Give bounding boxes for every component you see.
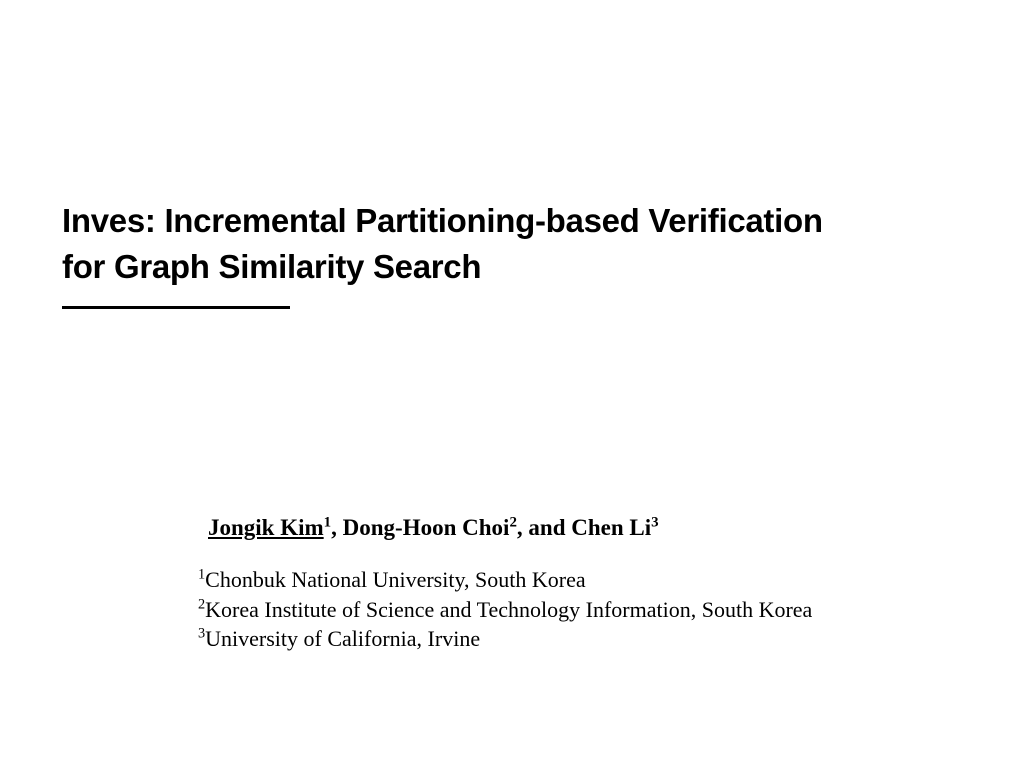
author-affil-sup: 2 [509,514,516,530]
title-line-1: Inves: Incremental Partitioning-based Ve… [62,202,823,239]
authors-line: Jongik Kim1, Dong-Hoon Choi2, and Chen L… [208,513,968,543]
title-line-2: for Graph Similarity Search [62,248,481,285]
authors-block: Jongik Kim1, Dong-Hoon Choi2, and Chen L… [208,513,968,543]
title-underline [62,306,290,309]
author-name: Chen Li [571,515,651,540]
slide: Inves: Incremental Partitioning-based Ve… [0,0,1024,768]
author-affil-sup: 1 [324,514,331,530]
affiliations-block: 1Chonbuk National University, South Kore… [198,565,998,654]
author-name: Dong-Hoon Choi [343,515,510,540]
affiliation-text: Chonbuk National University, South Korea [205,567,585,592]
author-affil-sup: 3 [651,514,658,530]
affiliation-text: Korea Institute of Science and Technolog… [205,597,812,622]
author-name-underlined: Jongik Kim [208,515,324,540]
affiliation-text: University of California, Irvine [205,626,480,651]
affiliation-line: 1Chonbuk National University, South Kore… [198,565,998,595]
affiliation-line: 2Korea Institute of Science and Technolo… [198,595,998,625]
slide-title: Inves: Incremental Partitioning-based Ve… [62,198,962,290]
title-block: Inves: Incremental Partitioning-based Ve… [62,198,962,309]
affiliation-line: 3University of California, Irvine [198,624,998,654]
